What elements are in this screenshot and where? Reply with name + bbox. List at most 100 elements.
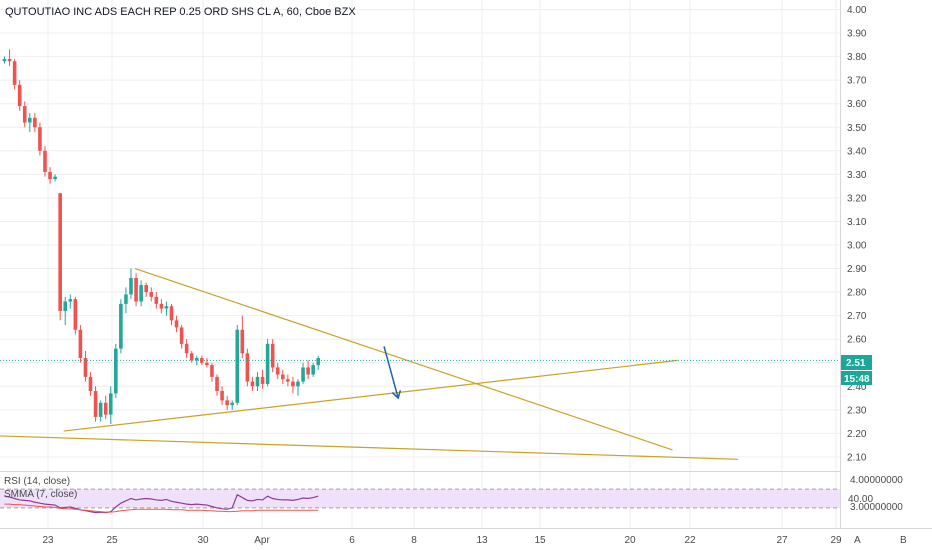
candle-body <box>7 58 12 62</box>
auto-scale-button[interactable]: A <box>854 535 861 546</box>
price-tick-label: 3.30 <box>847 170 867 181</box>
candle-body <box>205 362 209 366</box>
candle-body <box>220 391 224 401</box>
candle[interactable] <box>301 362 305 384</box>
candle[interactable] <box>215 374 219 396</box>
candle-body <box>134 277 138 302</box>
candle[interactable] <box>58 193 62 321</box>
candle[interactable] <box>240 315 245 359</box>
candle[interactable] <box>194 355 199 366</box>
candle[interactable] <box>119 299 123 354</box>
candle[interactable] <box>43 146 47 177</box>
candle[interactable] <box>255 372 260 392</box>
candle[interactable] <box>281 369 285 384</box>
smma-label[interactable]: SMMA (7, close) <box>4 489 77 500</box>
candle[interactable] <box>189 350 194 363</box>
candle[interactable] <box>108 386 113 424</box>
candle[interactable] <box>225 395 229 410</box>
candle[interactable] <box>63 296 68 326</box>
candle[interactable] <box>12 58 17 90</box>
candle[interactable] <box>230 400 234 410</box>
candle[interactable] <box>134 273 138 307</box>
candle-body <box>311 365 315 375</box>
candle-body <box>88 376 93 392</box>
candle[interactable] <box>179 325 184 349</box>
log-scale-button[interactable]: B <box>900 535 907 546</box>
candle-body <box>230 402 234 406</box>
candle[interactable] <box>169 303 174 326</box>
candle[interactable] <box>103 395 108 420</box>
candle[interactable] <box>33 113 37 132</box>
trendline[interactable] <box>134 267 673 451</box>
candle[interactable] <box>68 294 73 309</box>
candle[interactable] <box>93 386 98 422</box>
candle-body <box>144 285 148 293</box>
price-tick-label: 2.40 <box>847 382 867 393</box>
trendline[interactable] <box>63 359 678 432</box>
price-tick-label: 3.70 <box>847 76 867 87</box>
candle[interactable] <box>306 360 310 380</box>
candle[interactable] <box>220 386 224 406</box>
candle[interactable] <box>291 376 295 394</box>
candle[interactable] <box>235 325 240 406</box>
candle[interactable] <box>17 80 22 111</box>
candle[interactable] <box>149 287 154 302</box>
candle[interactable] <box>275 362 280 380</box>
candle[interactable] <box>265 339 270 387</box>
trendlines[interactable] <box>0 267 739 460</box>
candle[interactable] <box>205 358 209 368</box>
candle-body <box>129 277 133 295</box>
candle[interactable] <box>48 167 52 184</box>
time-tick-label: 13 <box>476 535 488 546</box>
candle[interactable] <box>154 292 159 309</box>
candle[interactable] <box>316 355 321 370</box>
candle[interactable] <box>78 325 83 363</box>
trendline[interactable] <box>0 435 739 460</box>
candle[interactable] <box>311 362 315 377</box>
candle[interactable] <box>296 379 300 396</box>
candle[interactable] <box>159 299 164 314</box>
candle-body <box>43 150 47 172</box>
price-tick-label: 3.00 <box>847 241 867 252</box>
candle-body <box>78 329 83 359</box>
chart-title: QUTOUTIAO INC ADS EACH REP 0.25 ORD SHS … <box>5 6 356 18</box>
candle-body <box>240 329 245 354</box>
candle[interactable] <box>98 400 103 422</box>
rsi-label[interactable]: RSI (14, close) <box>4 476 70 487</box>
price-tick-label: 2.80 <box>847 288 867 299</box>
time-axis[interactable]: 23 25 30 Apr 6 8 13 15 20 22 27 29 <box>42 535 842 546</box>
candle[interactable] <box>260 369 265 389</box>
candle-body <box>169 306 174 321</box>
candle[interactable] <box>144 282 148 297</box>
candle[interactable] <box>22 101 27 128</box>
candle[interactable] <box>7 49 12 67</box>
candle[interactable] <box>129 268 133 300</box>
candle[interactable] <box>184 339 189 359</box>
candle[interactable] <box>250 376 255 392</box>
candle[interactable] <box>245 348 250 387</box>
candle[interactable] <box>139 280 143 307</box>
candle[interactable] <box>114 343 118 399</box>
candle[interactable] <box>28 113 32 132</box>
candle[interactable] <box>2 56 7 64</box>
candle[interactable] <box>124 287 128 314</box>
rsi-band-fill <box>0 489 840 508</box>
candle[interactable] <box>83 350 88 382</box>
price-tick-label: 3.50 <box>847 123 867 134</box>
candle[interactable] <box>174 315 179 333</box>
candle-body <box>281 374 285 380</box>
candle[interactable] <box>73 296 78 335</box>
candle[interactable] <box>88 372 93 396</box>
candle[interactable] <box>53 174 57 182</box>
candle-body <box>306 367 310 375</box>
candle-body <box>210 365 214 377</box>
candle[interactable] <box>164 301 169 316</box>
candles[interactable] <box>2 49 321 424</box>
time-tick-label: 27 <box>776 535 788 546</box>
arrow-drawing[interactable] <box>383 346 402 400</box>
candle[interactable] <box>270 339 275 373</box>
candle[interactable] <box>210 362 214 382</box>
candle[interactable] <box>286 374 290 387</box>
candle[interactable] <box>38 122 42 156</box>
